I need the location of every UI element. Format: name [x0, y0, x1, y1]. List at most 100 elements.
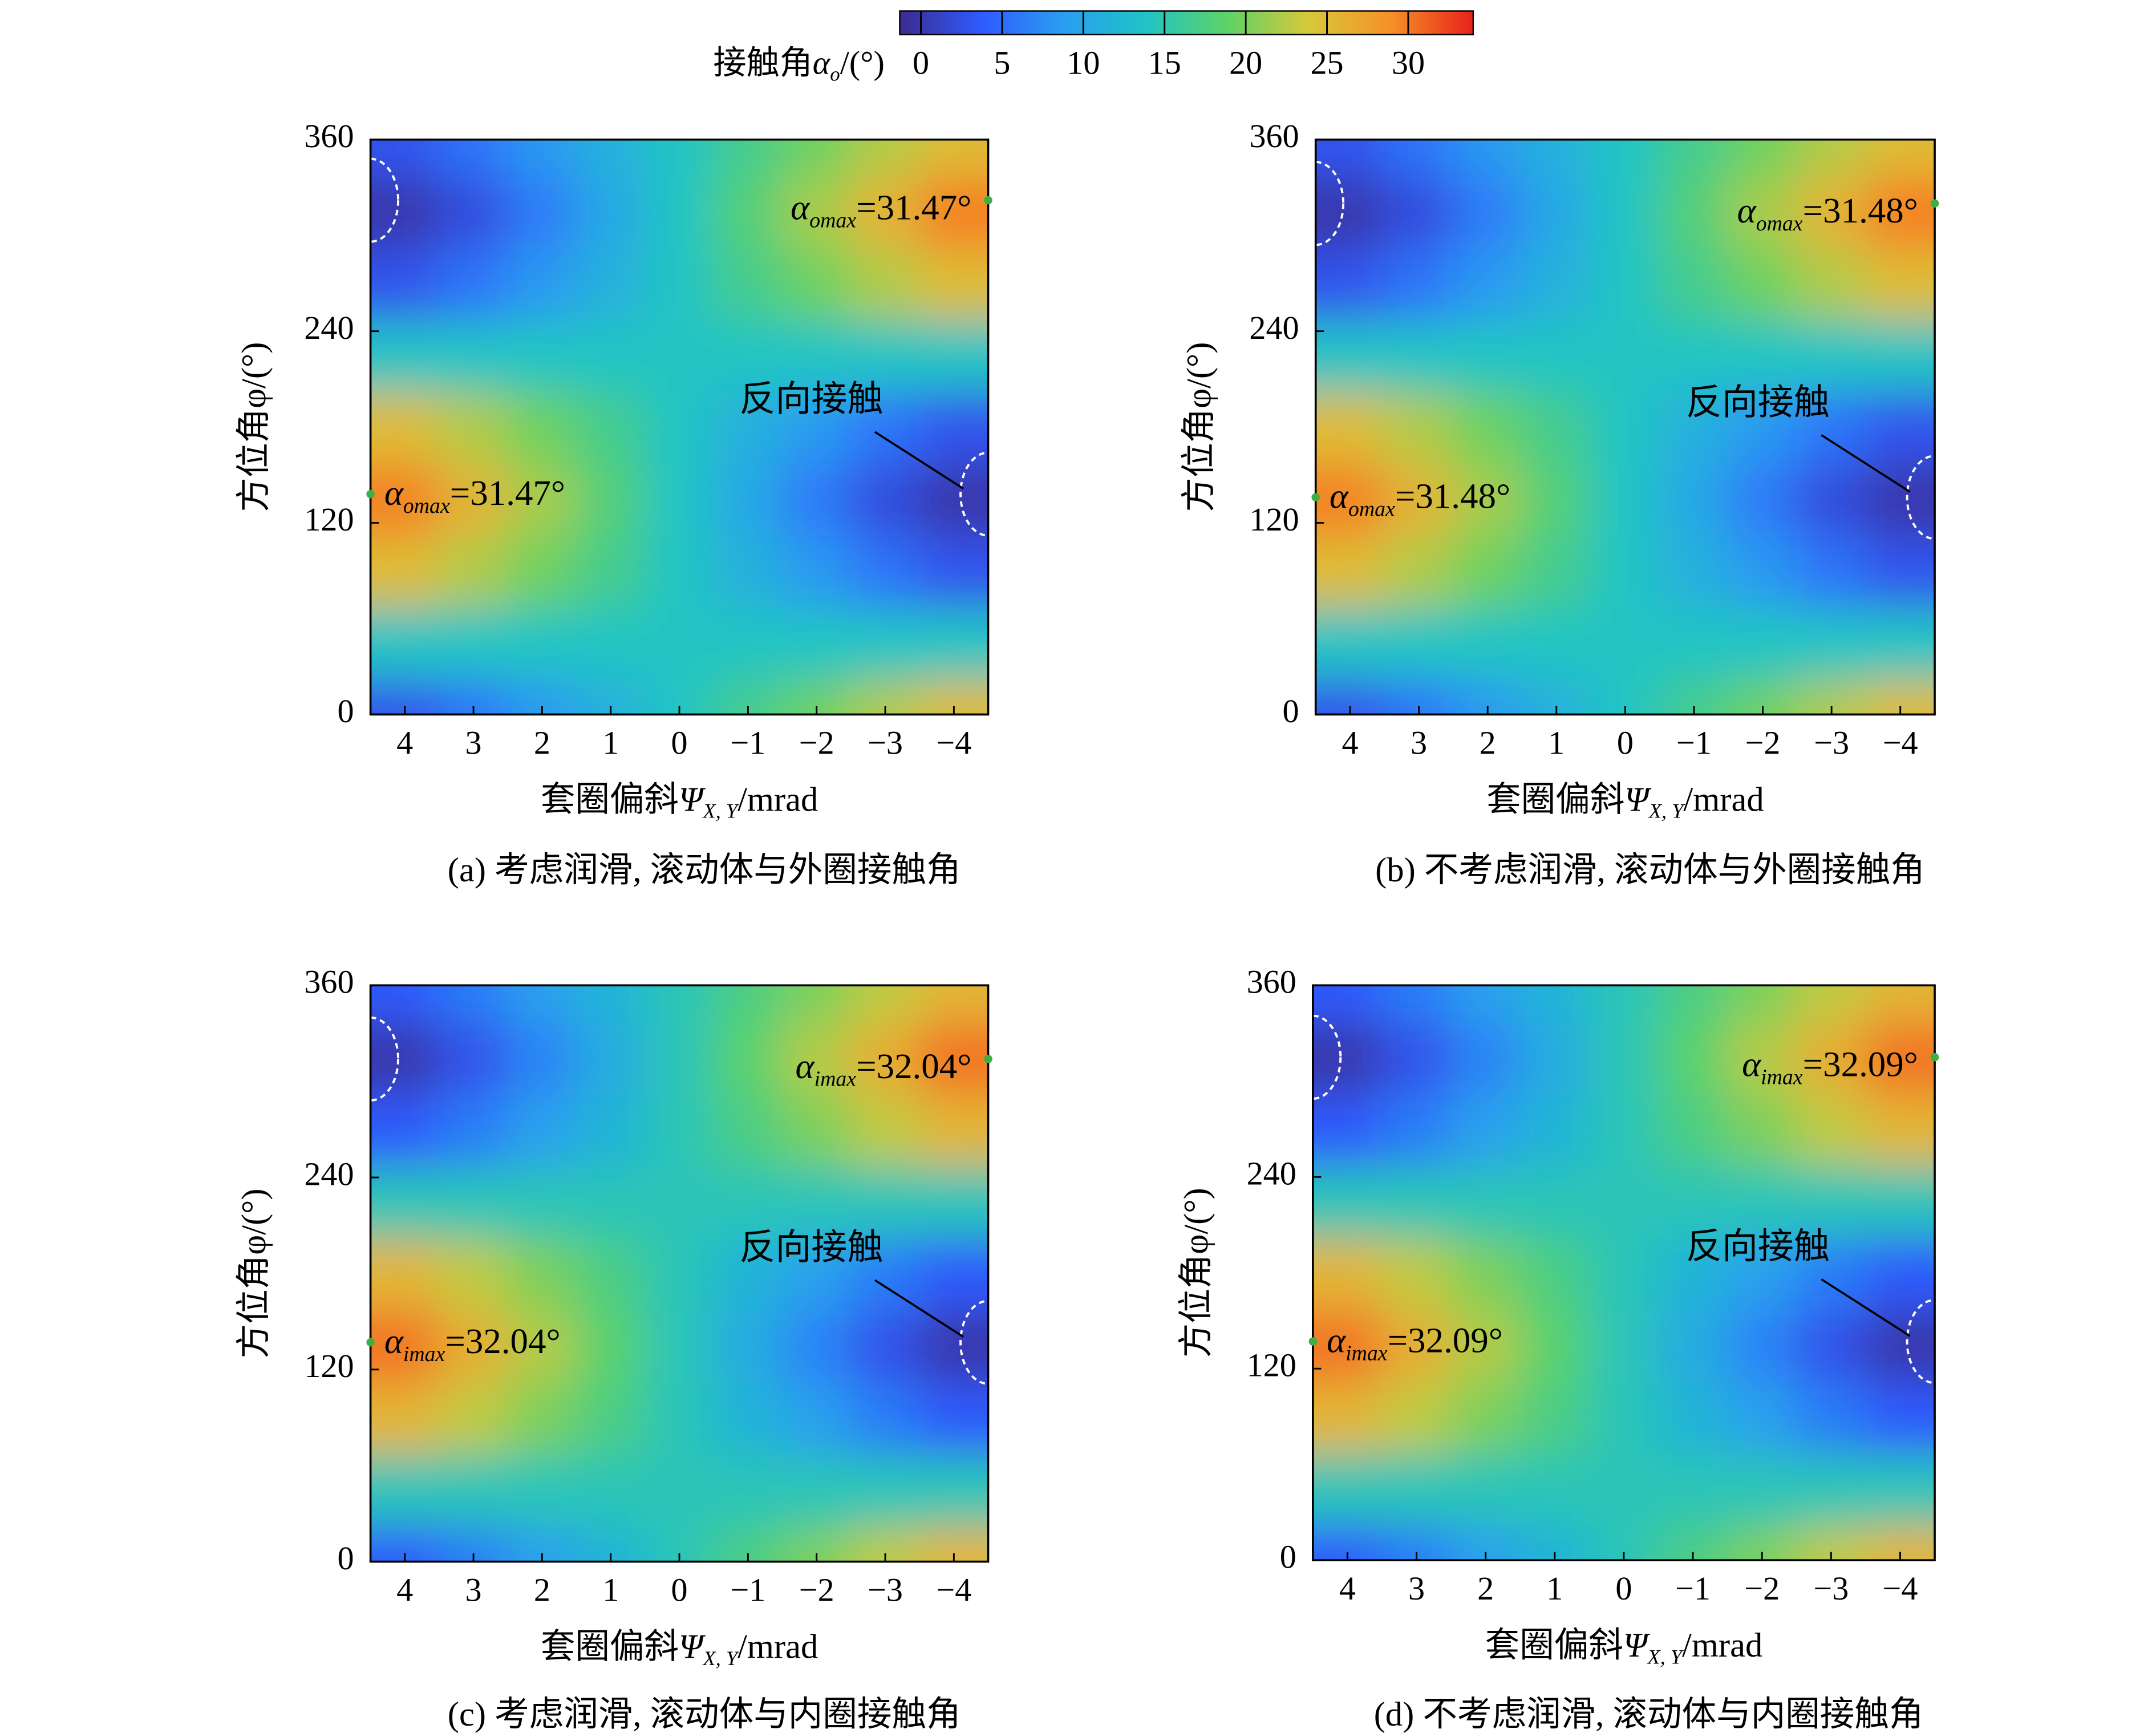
heat-cell [1521, 533, 1592, 608]
heat-cell [1796, 139, 1867, 177]
x-tick-label: 4 [1339, 1570, 1356, 1607]
heat-cell [370, 1020, 441, 1095]
heat-cell [643, 174, 715, 249]
heat-cell [1865, 605, 1935, 680]
y-tick-label: 240 [1249, 309, 1299, 346]
heat-cell [712, 1236, 784, 1311]
text-part: 接触角 [713, 44, 812, 82]
heat-cell [1865, 461, 1935, 536]
heat-cell [1795, 1451, 1867, 1526]
max-marker [366, 489, 375, 499]
heat-cell [1727, 390, 1799, 465]
heat-cell [1380, 1235, 1453, 1310]
text-part: =31.47° [856, 188, 971, 228]
heat-cell [506, 1452, 578, 1527]
text-part: =32.09° [1803, 1044, 1918, 1084]
subscript: imax [1761, 1065, 1803, 1089]
text-part: /(°) [840, 44, 885, 82]
heat-cell [1521, 318, 1592, 393]
reverse-contact-boundary [1312, 1014, 1342, 1100]
heat-cell [712, 246, 784, 321]
heat-cell [1587, 1235, 1660, 1310]
heat-cell [1312, 1235, 1384, 1310]
heat-cell [1726, 1019, 1798, 1095]
heat-cell [1521, 174, 1592, 249]
heatmap-cells [370, 139, 988, 715]
heat-cell [849, 1092, 921, 1167]
heat-cell [712, 461, 784, 536]
heat-cell [643, 139, 715, 177]
reverse-contact-boundary [1315, 161, 1345, 246]
annotation: 反向接触 [1686, 1226, 1830, 1266]
heat-cell [643, 1380, 715, 1455]
heat-cell [918, 246, 988, 321]
x-tick-label: −2 [799, 724, 834, 762]
heat-cell [1380, 1091, 1453, 1167]
heat-cell [370, 985, 441, 1023]
heat-cell [1795, 1019, 1867, 1095]
reverse-contact-boundary [959, 451, 988, 537]
x-tick-label: 3 [1411, 724, 1427, 762]
max-label: αimax=32.09° [1327, 1321, 1503, 1365]
x-tick-label: −3 [1814, 724, 1849, 762]
heat-cell [1796, 246, 1867, 321]
reverse-contact-boundary [370, 157, 399, 243]
heat-cell [437, 1020, 509, 1095]
y-tick-label: 240 [304, 309, 354, 346]
heat-cell [1449, 1307, 1522, 1382]
heat-cell [1796, 318, 1867, 393]
heat-cell [849, 1020, 921, 1095]
heat-cell [506, 139, 578, 177]
heat-cell [1657, 1163, 1729, 1238]
heat-cell [781, 985, 853, 1023]
text-part: Ψ [1624, 780, 1652, 819]
heat-cell [849, 605, 921, 680]
heat-cell [1796, 390, 1867, 465]
heat-cell [1657, 985, 1729, 1023]
heat-cell [575, 533, 647, 608]
heat-cell [1795, 985, 1867, 1023]
heat-cell [1658, 605, 1730, 680]
subscript: omax [1756, 212, 1803, 236]
heat-cell [370, 1524, 441, 1562]
heat-cell [1864, 1307, 1935, 1382]
heat-cell [437, 1380, 509, 1455]
heat-cell [437, 174, 509, 249]
heat-cell [1726, 1235, 1798, 1310]
heat-cell [849, 1452, 921, 1527]
text-part: =31.48° [1395, 476, 1510, 516]
subscript: o [830, 63, 840, 86]
heat-cell [1452, 246, 1523, 321]
heat-cell [1658, 461, 1730, 536]
heat-cell [781, 1236, 853, 1311]
x-axis-label: 套圈偏斜ΨX, Y/mrad [541, 1628, 818, 1670]
heat-cell [1312, 1451, 1384, 1526]
max-marker [984, 1055, 992, 1063]
x-tick-label: −4 [1883, 724, 1918, 762]
heat-cell [370, 139, 441, 177]
heat-cell [712, 1020, 784, 1095]
x-tick-label: 3 [465, 1572, 482, 1609]
heat-cell [643, 1020, 715, 1095]
max-label: αomax=31.47° [791, 188, 971, 232]
y-tick-label: 360 [1247, 963, 1296, 1001]
heat-cell [781, 605, 853, 680]
heat-cell [1658, 318, 1730, 393]
max-label: αomax=31.48° [1737, 191, 1918, 236]
heat-cell [643, 461, 715, 536]
heat-cell [1795, 1307, 1867, 1382]
text-part: =31.47° [450, 473, 565, 513]
heat-cell [1315, 461, 1386, 536]
heat-cell [437, 985, 509, 1023]
heat-cell [437, 1164, 509, 1239]
heat-cell [437, 139, 509, 177]
heat-cell [1726, 1451, 1798, 1526]
x-tick-label: −1 [730, 1572, 765, 1609]
reverse-contact-boundary [370, 1016, 399, 1102]
heat-cell [712, 985, 784, 1023]
heat-cell [1726, 1091, 1798, 1167]
heat-cell [849, 1380, 921, 1455]
colorbar: 0 5 10 15 20 25 30 接触角αo/(°) [713, 10, 1474, 86]
heat-cell [1796, 605, 1867, 680]
colorbar-tick-label: 0 [913, 44, 929, 82]
